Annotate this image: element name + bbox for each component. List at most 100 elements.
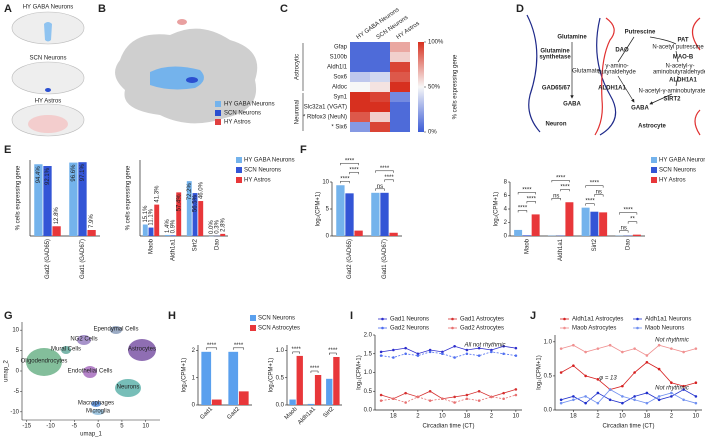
pathway-text: ALDH1A1 bbox=[669, 78, 697, 84]
annotation: φ = 13 bbox=[599, 376, 617, 382]
significance-label: **** bbox=[328, 348, 338, 354]
bar bbox=[192, 193, 198, 236]
legend-label: HY Astros bbox=[659, 178, 686, 184]
y-tick-label: 0.0 bbox=[364, 408, 373, 414]
legend-swatch bbox=[651, 167, 657, 173]
y-tick-label: 0.5 bbox=[276, 375, 285, 381]
value-label: 94.4% bbox=[36, 166, 42, 184]
bar bbox=[565, 202, 574, 236]
series-line bbox=[381, 394, 516, 403]
significance-bracket bbox=[292, 351, 300, 354]
point bbox=[453, 356, 456, 359]
x-tick-label: 2 bbox=[596, 414, 600, 420]
significance-bracket bbox=[375, 170, 394, 173]
pathway-text: N-acetyl-γ-aminobutyrate bbox=[638, 89, 705, 95]
significance-label: **** bbox=[590, 181, 600, 187]
bar bbox=[371, 192, 380, 236]
point bbox=[572, 395, 575, 398]
significance-label: ns bbox=[596, 190, 602, 196]
x-tick-label: Gad2 bbox=[226, 406, 241, 421]
point bbox=[392, 356, 395, 359]
y-tick-label: 1.0 bbox=[276, 348, 285, 354]
significance-bracket bbox=[526, 201, 536, 204]
legend-swatch bbox=[250, 315, 256, 321]
bar bbox=[581, 207, 590, 236]
panel-label: B bbox=[98, 3, 106, 15]
significance-label: **** bbox=[623, 208, 633, 214]
point bbox=[608, 398, 612, 402]
cluster bbox=[61, 346, 71, 354]
point bbox=[694, 381, 698, 385]
significance-bracket bbox=[232, 347, 245, 350]
x-tick-label: 5 bbox=[120, 424, 124, 430]
legend-swatch bbox=[236, 157, 242, 163]
x-tick-label: 18 bbox=[570, 414, 577, 420]
cluster-label: Oligodendrocytes bbox=[21, 359, 68, 365]
cluster-label: Macrophages bbox=[78, 401, 114, 407]
panel-label: G bbox=[4, 310, 13, 322]
point bbox=[645, 391, 649, 395]
x-tick-label: 10 bbox=[439, 414, 446, 420]
significance-bracket bbox=[585, 185, 604, 188]
value-label: 7.9% bbox=[89, 214, 95, 228]
heatmap-cell bbox=[390, 42, 410, 52]
y-tick-label: 10 bbox=[12, 328, 19, 334]
bar bbox=[186, 181, 192, 236]
y-tick-label: 0 bbox=[504, 234, 508, 240]
significance-bracket bbox=[594, 194, 604, 197]
x-tick-label: -5 bbox=[72, 424, 78, 430]
point bbox=[670, 347, 673, 350]
y-axis-label: % cells expressing gene bbox=[126, 165, 132, 230]
series-line bbox=[560, 361, 696, 390]
x-tick-label: 2 bbox=[670, 414, 674, 420]
point bbox=[514, 393, 518, 397]
point bbox=[441, 350, 444, 354]
bar bbox=[170, 235, 176, 236]
bar bbox=[336, 185, 345, 236]
point bbox=[379, 393, 383, 397]
point bbox=[657, 343, 661, 347]
legend-marker bbox=[563, 326, 566, 330]
legend-label: Gad1 Astrocytes bbox=[460, 317, 504, 323]
annotation: All not rhythmic bbox=[463, 343, 505, 349]
point bbox=[441, 352, 444, 356]
series-line bbox=[381, 345, 516, 355]
significance-bracket bbox=[205, 347, 218, 350]
point bbox=[477, 354, 481, 357]
point bbox=[404, 391, 407, 395]
legend-label: Gad2 Astrocytes bbox=[460, 326, 504, 332]
y-tick-label: -10 bbox=[10, 409, 19, 415]
x-tick-label: 10 bbox=[142, 424, 149, 430]
value-label: 15.1% bbox=[143, 205, 149, 223]
legend-label: Aldh1a1 Astrocytes bbox=[572, 317, 623, 323]
legend-label: HY GABA Neurons bbox=[659, 158, 705, 164]
annotation: Not rhythmic bbox=[655, 338, 689, 344]
y-axis-label: log₂(CPM+1) bbox=[316, 192, 322, 227]
legend-marker bbox=[451, 317, 454, 321]
bar bbox=[296, 355, 303, 405]
legend-label: HY GABA Neurons bbox=[224, 102, 275, 108]
row-label: * Six6 bbox=[331, 125, 347, 131]
cluster-label: Microglia bbox=[86, 409, 111, 415]
row-label: Aldoc bbox=[332, 85, 347, 91]
pathway-text: ALDH1A1 bbox=[598, 86, 626, 92]
x-tick-label: Maob bbox=[284, 406, 299, 421]
significance-label: **** bbox=[556, 175, 566, 181]
point bbox=[559, 398, 563, 402]
x-tick-label: 10 bbox=[513, 414, 520, 420]
y-tick-label: 0.0 bbox=[544, 408, 553, 414]
point bbox=[670, 395, 673, 398]
point bbox=[379, 399, 383, 402]
heatmap-cell bbox=[350, 112, 370, 122]
y-tick-label: 1 bbox=[192, 375, 196, 381]
point bbox=[596, 347, 600, 350]
value-label: 96.6% bbox=[71, 164, 77, 182]
point bbox=[694, 401, 698, 405]
point bbox=[621, 395, 624, 398]
x-tick-label: Gad1 (GAD67) bbox=[382, 239, 388, 279]
value-label: 11.1% bbox=[149, 208, 155, 225]
cluster-label: Mural Cells bbox=[51, 347, 81, 353]
row-label: Aldh1l1 bbox=[327, 65, 348, 71]
significance-bracket bbox=[551, 198, 561, 201]
section-label: HY GABA Neurons bbox=[23, 5, 74, 11]
